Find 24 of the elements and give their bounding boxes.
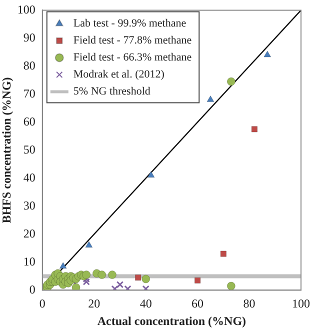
legend-label: Lab test - 99.9% methane xyxy=(73,18,186,30)
y-tick-label: 50 xyxy=(23,142,36,156)
y-tick-label: 60 xyxy=(23,114,36,128)
legend-label: Field test - 66.3% methane xyxy=(73,52,192,64)
y-tick-label: 70 xyxy=(23,86,36,100)
y-tick-label: 40 xyxy=(23,170,36,184)
x-tick-label: 100 xyxy=(292,296,310,311)
legend-label: Field test - 77.8% methane xyxy=(73,34,192,47)
x-tick-label: 80 xyxy=(243,296,256,311)
y-tick-label: 0 xyxy=(29,282,36,296)
x-tick-label: 40 xyxy=(140,296,152,311)
legend-label: 5% NG threshold xyxy=(73,86,151,98)
x-tick-label: 20 xyxy=(88,296,100,311)
x-tick-label: 0 xyxy=(39,296,46,311)
legend-label: Modrak et al. (2012) xyxy=(73,68,165,81)
x-tick-label: 60 xyxy=(192,296,204,311)
y-tick-label: 90 xyxy=(23,30,36,44)
y-tick-label: 30 xyxy=(23,198,36,212)
y-tick-label: 20 xyxy=(23,226,36,240)
y-tick-label: 80 xyxy=(23,58,36,72)
y-tick-label: 10 xyxy=(23,254,36,268)
y-axis-title: BHFS concentration (%NG) xyxy=(0,77,14,224)
y-tick-label: 100 xyxy=(17,2,36,16)
x-axis-title: Actual concentration (%NG) xyxy=(97,314,246,328)
